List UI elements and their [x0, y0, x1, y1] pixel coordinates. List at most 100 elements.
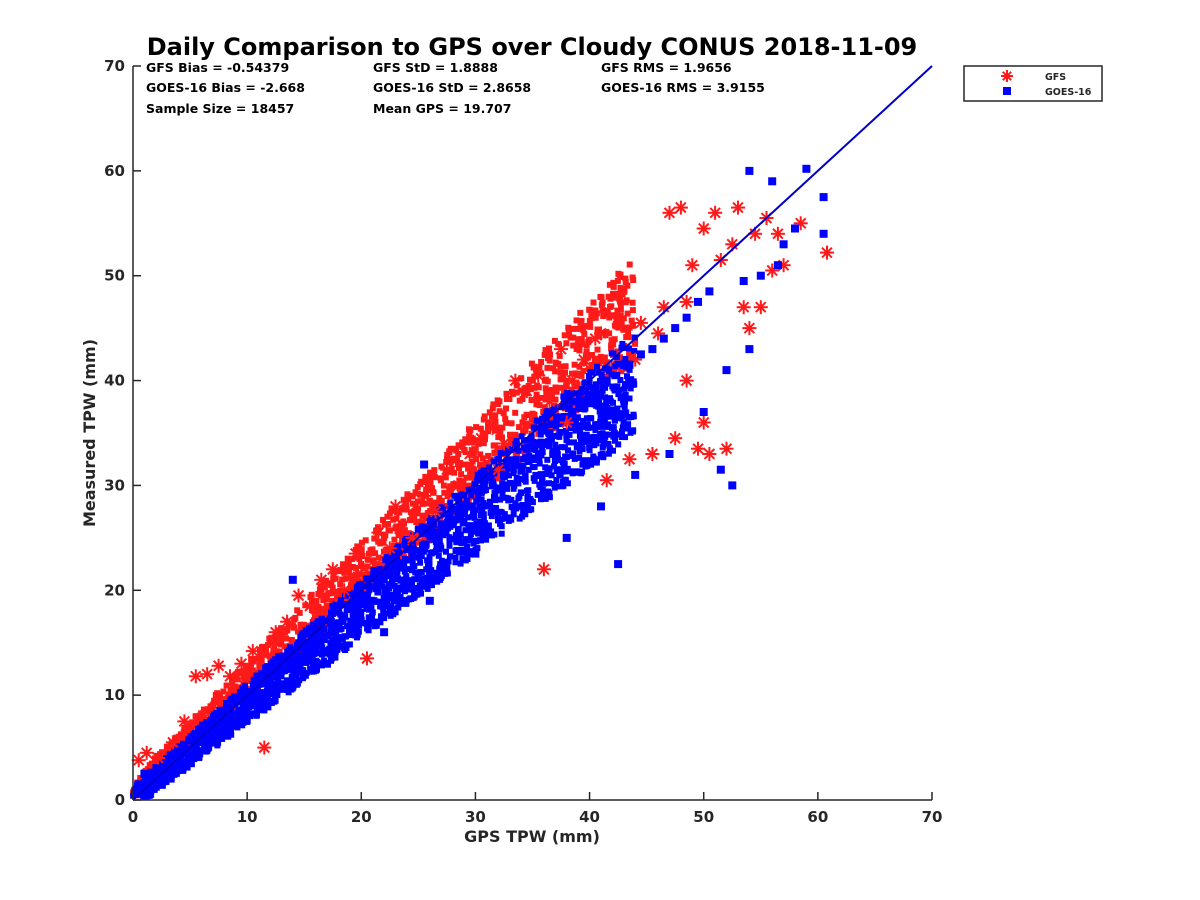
- density-mark: [220, 706, 227, 713]
- density-mark: [498, 530, 505, 537]
- density-mark: [356, 596, 363, 603]
- gfs-point: [519, 384, 534, 399]
- density-mark: [502, 465, 509, 472]
- density-mark: [474, 471, 481, 478]
- density-mark: [578, 372, 585, 379]
- density-mark: [561, 444, 568, 451]
- density-mark: [599, 357, 606, 364]
- density-mark: [557, 369, 564, 376]
- density-mark: [608, 398, 615, 405]
- density-mark: [463, 536, 470, 543]
- density-mark: [494, 401, 501, 407]
- density-mark: [412, 489, 419, 496]
- density-mark: [419, 578, 426, 585]
- density-mark: [540, 442, 546, 449]
- density-mark: [418, 478, 425, 485]
- density-mark: [229, 686, 236, 693]
- density-mark: [553, 413, 560, 420]
- goes16-point: [471, 549, 480, 558]
- density-mark: [346, 594, 353, 601]
- density-mark: [267, 636, 274, 643]
- density-mark: [345, 569, 352, 575]
- density-mark: [594, 346, 601, 353]
- legend-gfs-label: GFS: [1045, 72, 1066, 83]
- density-mark: [563, 393, 570, 400]
- goes16-point: [351, 602, 360, 610]
- density-mark: [576, 406, 583, 412]
- density-mark: [409, 500, 416, 507]
- gfs-point: [451, 478, 466, 493]
- density-mark: [531, 373, 538, 380]
- density-mark: [176, 756, 183, 763]
- goes16-point: [722, 366, 731, 375]
- density-mark: [396, 549, 403, 556]
- density-mark: [461, 447, 468, 453]
- density-mark: [467, 426, 474, 433]
- density-mark: [368, 603, 375, 609]
- density-mark: [408, 581, 415, 588]
- density-mark: [470, 439, 477, 446]
- density-mark: [530, 438, 537, 445]
- density-mark: [620, 418, 627, 425]
- density-mark: [379, 571, 386, 578]
- density-mark: [610, 433, 617, 440]
- density-mark: [622, 275, 629, 282]
- density-mark: [415, 573, 422, 580]
- density-mark: [307, 658, 314, 665]
- density-mark: [272, 660, 279, 667]
- legend[interactable]: GFS GOES-16: [963, 65, 1103, 102]
- goes16-point: [625, 360, 634, 369]
- goes16-point: [374, 581, 383, 589]
- density-mark: [470, 508, 476, 515]
- goes16-point: [385, 570, 394, 579]
- density-mark: [193, 718, 200, 725]
- density-mark: [457, 460, 464, 466]
- density-mark: [527, 376, 533, 383]
- density-mark: [598, 301, 605, 308]
- density-mark: [146, 790, 153, 797]
- density-mark: [393, 585, 399, 592]
- density-mark: [507, 480, 513, 486]
- density-mark: [277, 669, 284, 676]
- density-mark: [622, 434, 628, 441]
- density-mark: [385, 527, 392, 534]
- density-mark: [468, 492, 475, 499]
- density-mark: [464, 543, 471, 550]
- density-mark: [586, 401, 593, 408]
- density-mark: [556, 429, 563, 436]
- density-mark: [570, 334, 577, 341]
- density-mark: [423, 541, 430, 547]
- density-mark: [521, 414, 528, 421]
- density-mark: [460, 480, 467, 487]
- density-mark: [315, 614, 322, 621]
- density-mark: [446, 534, 453, 541]
- density-mark: [357, 611, 364, 618]
- density-mark: [166, 772, 173, 779]
- density-mark: [354, 575, 361, 582]
- density-mark: [574, 414, 581, 421]
- goes16-point: [597, 502, 605, 511]
- density-mark: [328, 656, 335, 663]
- density-mark: [541, 404, 548, 411]
- density-mark: [387, 555, 394, 562]
- density-mark: [589, 352, 595, 358]
- density-mark: [602, 332, 609, 339]
- density-mark: [476, 496, 482, 503]
- density-mark: [554, 450, 561, 457]
- density-mark: [606, 446, 613, 453]
- y-tick-label: 10: [104, 686, 125, 704]
- density-mark: [253, 705, 260, 712]
- y-tick-label: 60: [104, 162, 125, 180]
- density-mark: [581, 433, 588, 440]
- density-mark: [453, 517, 460, 524]
- x-tick-label: 10: [237, 808, 258, 826]
- goes16-point: [442, 523, 451, 532]
- density-mark: [595, 398, 602, 405]
- density-mark: [461, 485, 468, 492]
- density-mark: [539, 449, 546, 456]
- density-mark: [581, 404, 588, 411]
- density-mark: [489, 405, 496, 412]
- density-mark: [533, 396, 540, 403]
- density-mark: [481, 481, 488, 488]
- density-mark: [311, 605, 318, 612]
